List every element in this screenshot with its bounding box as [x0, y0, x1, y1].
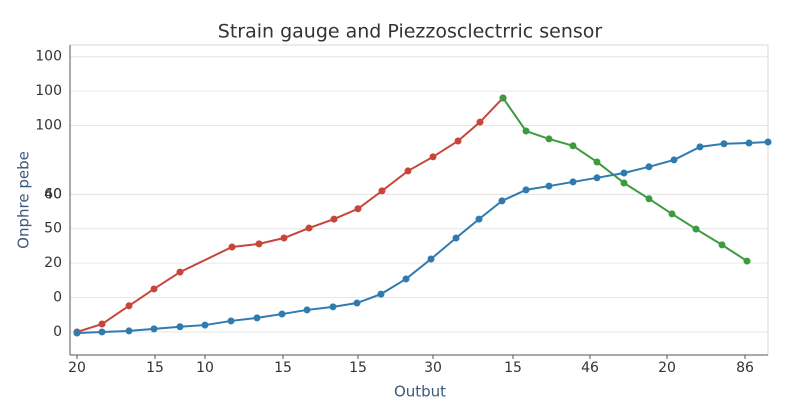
- data-point: [545, 182, 553, 190]
- data-point: [253, 314, 261, 322]
- data-point: [718, 241, 726, 249]
- data-point: [454, 137, 462, 145]
- data-point: [476, 118, 484, 126]
- data-point: [305, 224, 313, 232]
- data-point: [150, 325, 158, 333]
- data-point: [593, 174, 601, 182]
- data-point: [176, 268, 184, 276]
- data-point: [98, 320, 106, 328]
- data-point: [73, 329, 81, 337]
- data-point: [720, 140, 728, 148]
- data-point: [764, 138, 772, 146]
- data-point: [125, 327, 133, 335]
- data-point: [404, 167, 412, 175]
- x-tick-label: 20: [658, 360, 676, 376]
- data-point: [475, 215, 483, 223]
- data-point: [329, 303, 337, 311]
- data-point: [696, 143, 704, 151]
- data-point: [569, 178, 577, 186]
- data-point: [354, 205, 362, 213]
- data-point: [522, 127, 530, 135]
- data-point: [402, 275, 410, 283]
- data-point: [645, 163, 653, 171]
- data-point: [620, 179, 628, 187]
- series-line: [76, 97, 504, 333]
- data-point: [427, 255, 435, 263]
- data-point: [227, 317, 235, 325]
- y-tick-label: 0: [53, 290, 62, 306]
- y-tick-label: 20: [44, 255, 62, 271]
- data-point: [98, 328, 106, 336]
- data-point: [593, 158, 601, 166]
- data-point: [378, 187, 386, 195]
- data-point: [743, 257, 751, 265]
- data-point: [670, 156, 678, 164]
- chart-title: Strain gauge and Piezzosclectrric sensor: [218, 21, 603, 43]
- data-point: [330, 215, 338, 223]
- data-point: [377, 290, 385, 298]
- data-point: [280, 234, 288, 242]
- x-tick-label: 86: [736, 360, 754, 376]
- x-axis-label: Outbut: [394, 383, 446, 401]
- y-tick-label: 50: [44, 221, 62, 237]
- x-tick-label: 15: [274, 360, 292, 376]
- data-point: [176, 323, 184, 331]
- x-tick-label: 46: [581, 360, 599, 376]
- data-point: [429, 153, 437, 161]
- y-tick-label: 100: [35, 83, 62, 99]
- data-point: [125, 302, 133, 310]
- data-point: [545, 135, 553, 143]
- x-tick-label: 30: [424, 360, 442, 376]
- x-tick-label: 10: [196, 360, 214, 376]
- data-point: [668, 210, 676, 218]
- data-point: [692, 225, 700, 233]
- data-point: [278, 310, 286, 318]
- y-axis-label: Onphre pebe: [15, 151, 33, 249]
- data-point: [745, 139, 753, 147]
- data-point: [228, 243, 236, 251]
- data-point: [645, 195, 653, 203]
- data-point: [620, 169, 628, 177]
- data-point: [303, 306, 311, 314]
- y-tick-label: 40: [44, 186, 62, 202]
- y-tick-label: 100: [35, 118, 62, 134]
- data-point: [569, 142, 577, 150]
- data-point: [255, 240, 263, 248]
- y-tick-label: 60: [44, 186, 62, 202]
- data-point: [522, 186, 530, 194]
- data-point: [150, 285, 158, 293]
- data-point: [201, 321, 209, 329]
- series-line: [502, 97, 748, 262]
- data-point: [499, 94, 507, 102]
- data-point: [452, 234, 460, 242]
- x-tick-label: 20: [68, 360, 86, 376]
- x-tick-label: 15: [146, 360, 164, 376]
- series-line: [76, 141, 769, 334]
- x-tick-label: 15: [349, 360, 367, 376]
- data-point: [353, 299, 361, 307]
- x-tick-label: 15: [504, 360, 522, 376]
- data-point: [498, 197, 506, 205]
- y-tick-label: 100: [35, 49, 62, 65]
- y-tick-label: 0: [53, 324, 62, 340]
